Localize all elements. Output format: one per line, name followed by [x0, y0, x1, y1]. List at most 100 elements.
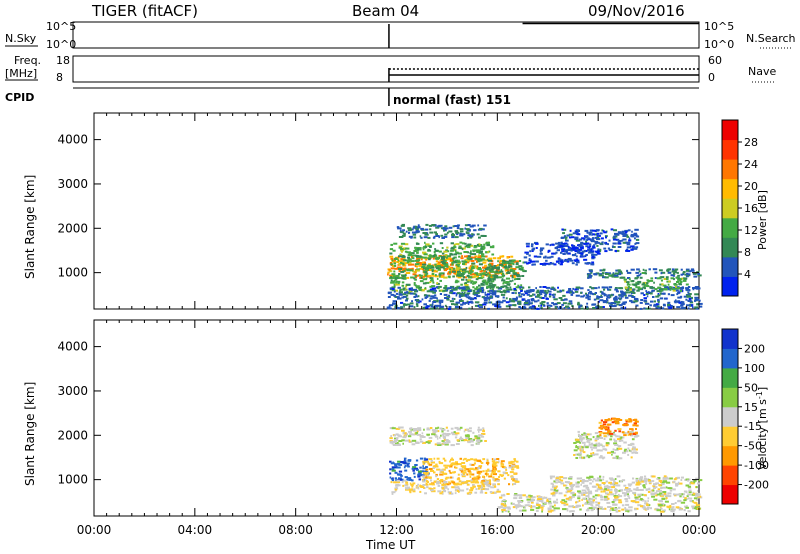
heatmap-cell [422, 251, 427, 254]
heatmap-cell [603, 427, 608, 430]
heatmap-cell [414, 265, 417, 267]
heatmap-cell [663, 492, 667, 495]
heatmap-cell [520, 266, 524, 269]
heatmap-cell [646, 295, 649, 298]
heatmap-cell [640, 299, 643, 301]
heatmap-cell [692, 288, 695, 291]
heatmap-cell [407, 254, 412, 257]
heatmap-cell [469, 467, 474, 470]
heatmap-cell [470, 273, 473, 276]
heatmap-cell [491, 270, 495, 273]
heatmap-cell [644, 307, 649, 310]
heatmap-cell [479, 258, 483, 261]
heatmap-cell [514, 480, 519, 483]
heatmap-cell [647, 500, 649, 503]
heatmap-cell [589, 229, 594, 232]
heatmap-cell [633, 232, 638, 235]
heatmap-cell [470, 463, 475, 466]
heatmap-cell [635, 246, 639, 249]
heatmap-cell [461, 233, 466, 236]
heatmap-cell [634, 283, 638, 286]
heatmap-cell [633, 300, 637, 303]
heatmap-cell [417, 248, 422, 251]
heatmap-cell [415, 286, 420, 289]
heatmap-cell [633, 422, 637, 425]
heatmap-cell [463, 469, 467, 472]
heatmap-cell [639, 479, 642, 482]
heatmap-cell [599, 306, 603, 309]
heatmap-cell [596, 449, 600, 452]
heatmap-cell [581, 456, 584, 459]
heatmap-cell [583, 443, 586, 446]
heatmap-cell [690, 269, 695, 272]
heatmap-cell [665, 497, 668, 500]
heatmap-cell [450, 472, 452, 474]
heatmap-cell [501, 278, 504, 281]
heatmap-cell [549, 244, 552, 247]
heatmap-cell [389, 441, 393, 444]
heatmap-cell [553, 501, 559, 504]
heatmap-cell [463, 439, 468, 442]
heatmap-cell [619, 276, 624, 279]
heatmap-cell [599, 248, 602, 251]
heatmap-cell [618, 435, 621, 438]
heatmap-cell [508, 259, 512, 262]
heatmap-cell [492, 291, 497, 294]
heatmap-cell [447, 308, 451, 310]
heatmap-cell [613, 438, 616, 441]
heatmap-cell [444, 304, 447, 307]
heatmap-cell [492, 266, 497, 269]
heatmap-cell [588, 276, 592, 279]
heatmap-cell [570, 491, 575, 494]
nave-tick-bottom: 0 [708, 71, 715, 84]
heatmap-cell [603, 432, 608, 435]
heatmap-cell [467, 303, 470, 305]
heatmap-cell [433, 434, 438, 437]
heatmap-cell [423, 487, 426, 489]
heatmap-cell [468, 307, 471, 310]
heatmap-cell [673, 478, 677, 481]
heatmap-cell [413, 428, 418, 430]
heatmap-cell [588, 249, 591, 252]
heatmap-cell [570, 482, 573, 485]
heatmap-cell [616, 498, 619, 501]
heatmap-cell [596, 251, 600, 253]
heatmap-cell [577, 430, 580, 433]
heatmap-cell [444, 254, 448, 256]
heatmap-cell [402, 442, 404, 445]
heatmap-cell [507, 268, 509, 271]
heatmap-cell [409, 305, 414, 308]
heatmap-cell [403, 305, 405, 308]
heatmap-cell [528, 495, 531, 498]
heatmap-cell [432, 236, 436, 239]
heatmap-cell [489, 292, 492, 295]
heatmap-cell [420, 474, 425, 477]
heatmap-cell [693, 275, 698, 278]
heatmap-cell [389, 427, 394, 430]
heatmap-cell [490, 268, 494, 271]
heatmap-cell [644, 475, 647, 478]
heatmap-cell [402, 293, 407, 296]
heatmap-cell [506, 506, 511, 509]
heatmap-cell [425, 476, 429, 479]
heatmap-cell [503, 465, 506, 468]
heatmap-cell [448, 481, 450, 484]
heatmap-cell [470, 266, 476, 269]
heatmap-cell [614, 487, 617, 490]
heatmap-cell [660, 503, 665, 506]
heatmap-cell [435, 265, 438, 268]
heatmap-cell [651, 475, 656, 478]
heatmap-cell [393, 259, 396, 262]
heatmap-cell [394, 306, 396, 309]
heatmap-cell [636, 268, 640, 271]
heatmap-cell [569, 483, 572, 486]
heatmap-cell [415, 303, 419, 306]
heatmap-cell [588, 243, 592, 246]
heatmap-cell [632, 247, 638, 250]
heatmap-cell [653, 498, 658, 501]
heatmap-cell [460, 470, 464, 473]
heatmap-cell [492, 468, 497, 471]
heatmap-cell [679, 279, 682, 282]
heatmap-cell [561, 236, 566, 239]
